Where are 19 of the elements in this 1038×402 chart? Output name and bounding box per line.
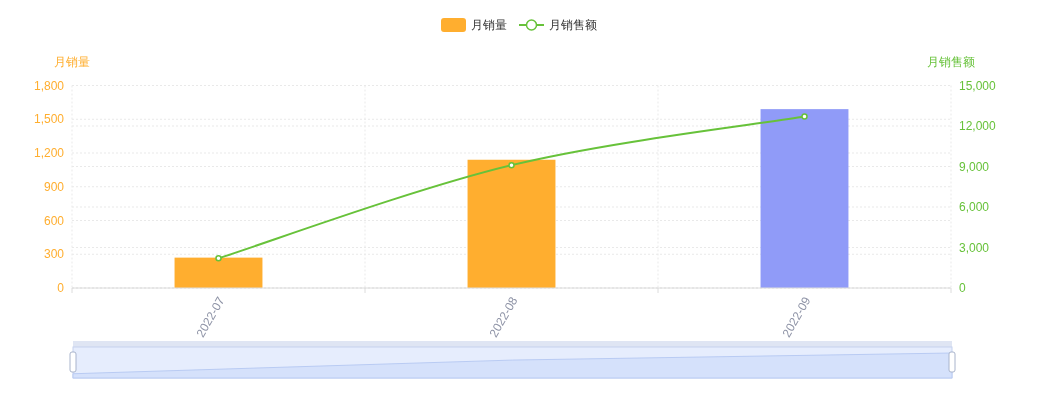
y-tick-label: 1,800 [33,78,65,93]
legend-item: 月销量 [441,18,507,32]
legend-label: 月销售额 [549,18,597,32]
y-tick-label: 1,200 [33,146,65,160]
y2-tick-label: 12,000 [959,119,997,133]
y2-tick-label: 0 [959,281,966,295]
y2-axis-title: 月销售额 [927,55,975,69]
y2-tick-label: 15,000 [959,78,997,93]
y-tick-label: 0 [57,281,65,295]
y2-tick-label: 3,000 [959,240,990,255]
y-tick-label: 300 [43,247,65,262]
legend-label: 月销量 [471,18,507,32]
y-tick-label: 1,500 [33,112,65,127]
y2-tick-label: 6,000 [959,200,990,214]
y-tick-label: 900 [43,179,65,194]
y-axis-title: 月销量 [54,55,90,69]
y2-tick-label: 9,000 [959,159,990,174]
legend-item: 月销售额 [518,18,597,32]
y-tick-label: 600 [43,213,65,228]
